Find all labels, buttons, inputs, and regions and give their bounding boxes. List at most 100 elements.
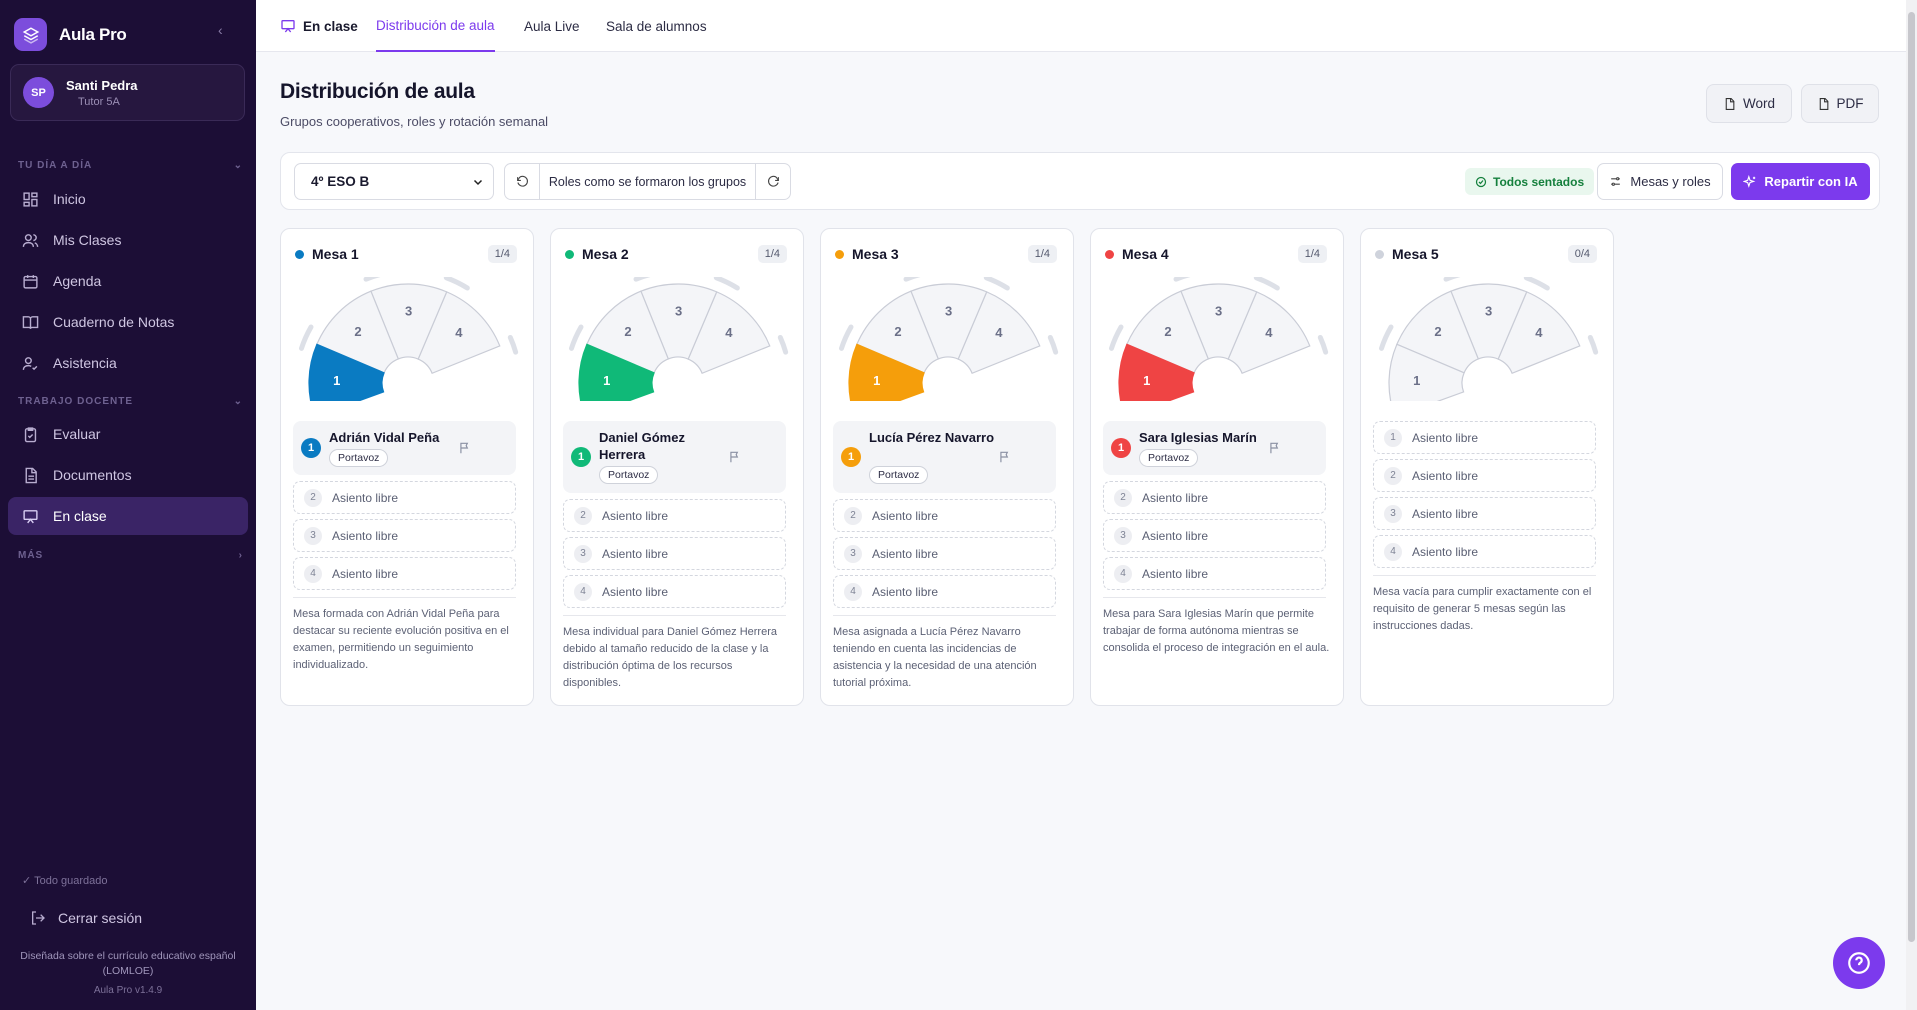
flag-icon[interactable]: [458, 441, 472, 460]
brand[interactable]: Aula Pro: [14, 18, 127, 51]
seat-1[interactable]: [1118, 343, 1195, 401]
sidebar-item-label: En clase: [53, 508, 107, 524]
user-card[interactable]: SP Santi Pedra Tutor 5A: [10, 64, 245, 121]
sidebar-item-en-clase[interactable]: En clase: [8, 497, 248, 535]
free-seat[interactable]: 2 Asiento libre: [833, 499, 1056, 532]
free-seat[interactable]: 4 Asiento libre: [563, 575, 786, 608]
seat-1[interactable]: [1388, 343, 1465, 401]
section-mas[interactable]: MÁS ›: [18, 550, 243, 561]
free-seat[interactable]: 3 Asiento libre: [293, 519, 516, 552]
free-seat-label: Asiento libre: [602, 584, 669, 599]
sidebar-item-agenda[interactable]: Agenda: [8, 262, 248, 300]
free-seat[interactable]: 3 Asiento libre: [1103, 519, 1326, 552]
free-seat-label: Asiento libre: [1412, 430, 1479, 445]
seat-number-badge: 4: [304, 564, 322, 583]
seat-3[interactable]: [370, 283, 448, 360]
roles-control: Roles como se formaron los grupos: [504, 163, 791, 200]
repartir-ia-button[interactable]: Repartir con IA: [1731, 163, 1870, 200]
grid-icon: [23, 191, 38, 207]
mesas-roles-button[interactable]: Mesas y roles: [1597, 163, 1723, 200]
student-name[interactable]: Lucía Pérez Navarro: [869, 430, 995, 445]
pdf-label: PDF: [1836, 96, 1864, 111]
table-diagram[interactable]: 4 3 2 1: [821, 277, 1075, 401]
mesa-description: Mesa para Sara Iglesias Marín que permit…: [1103, 608, 1330, 654]
seat-number-label: 2: [1164, 324, 1171, 339]
student-name[interactable]: Sara Iglesias Marín: [1139, 430, 1257, 445]
chair-mark: [1253, 277, 1280, 291]
seat-number-badge: 2: [1114, 488, 1132, 507]
seat-3[interactable]: [910, 283, 988, 360]
seat-3[interactable]: [1180, 283, 1258, 360]
section-label: MÁS: [18, 550, 44, 561]
flag-icon[interactable]: [998, 450, 1012, 469]
role-badge[interactable]: Portavoz: [329, 449, 389, 467]
section-trabajo-docente[interactable]: TRABAJO DOCENTE ⌄: [18, 396, 243, 407]
section-tu-dia[interactable]: TU DÍA A DÍA ⌄: [18, 160, 243, 171]
scrollbar[interactable]: [1906, 0, 1917, 1010]
seat-number-label: 2: [1434, 324, 1441, 339]
export-pdf-button[interactable]: PDF: [1801, 84, 1879, 123]
sidebar-item-inicio[interactable]: Inicio: [8, 180, 248, 218]
undo-button[interactable]: [505, 164, 540, 199]
table-diagram[interactable]: 4 3 2 1: [551, 277, 805, 401]
occupied-seat[interactable]: 1 Adrián Vidal Peña Portavoz: [293, 421, 516, 475]
roles-mode-label[interactable]: Roles como se formaron los grupos: [548, 174, 747, 189]
role-badge[interactable]: Portavoz: [599, 466, 659, 484]
tab-sala-alumnos[interactable]: Sala de alumnos: [606, 0, 707, 52]
free-seat[interactable]: 1 Asiento libre: [1373, 421, 1596, 454]
student-name[interactable]: Daniel Gómez Herrera: [599, 430, 685, 462]
free-seat[interactable]: 3 Asiento libre: [563, 537, 786, 570]
seat-number-badge: 1: [571, 447, 591, 467]
sidebar-item-mis-clases[interactable]: Mis Clases: [8, 221, 248, 259]
logout-button[interactable]: Cerrar sesión: [30, 910, 142, 926]
table-diagram[interactable]: 4 3 2 1: [1091, 277, 1345, 401]
seat-3[interactable]: [640, 283, 718, 360]
free-seat[interactable]: 3 Asiento libre: [1373, 497, 1596, 530]
tab-en-clase[interactable]: En clase: [280, 0, 358, 52]
seat-3[interactable]: [1450, 283, 1528, 360]
seat-1[interactable]: [578, 343, 655, 401]
table-diagram[interactable]: 4 3 2 1: [1361, 277, 1615, 401]
occupied-seat[interactable]: 1 Lucía Pérez Navarro Portavoz: [833, 421, 1056, 493]
chevron-down-icon: ⌄: [233, 396, 243, 407]
free-seat[interactable]: 2 Asiento libre: [1373, 459, 1596, 492]
help-button[interactable]: [1833, 937, 1885, 989]
free-seat[interactable]: 4 Asiento libre: [293, 557, 516, 590]
sidebar-item-documentos[interactable]: Documentos: [8, 456, 248, 494]
sidebar-item-evaluar[interactable]: Evaluar: [8, 415, 248, 453]
user-role: Tutor 5A: [78, 95, 120, 108]
mesa-header: Mesa 5: [1375, 246, 1439, 262]
refresh-button[interactable]: [755, 164, 790, 199]
mesa-color-dot: [835, 249, 844, 259]
occupied-seat[interactable]: 1 Daniel Gómez Herrera Portavoz: [563, 421, 786, 493]
free-seat[interactable]: 3 Asiento libre: [833, 537, 1056, 570]
sidebar-item-asistencia[interactable]: Asistencia: [8, 344, 248, 382]
seat-number-badge: 1: [1384, 428, 1402, 447]
sidebar-item-label: Agenda: [53, 273, 102, 289]
free-seat[interactable]: 2 Asiento libre: [293, 481, 516, 514]
occupied-seat[interactable]: 1 Sara Iglesias Marín Portavoz: [1103, 421, 1326, 475]
free-seat[interactable]: 4 Asiento libre: [833, 575, 1056, 608]
role-badge[interactable]: Portavoz: [869, 466, 929, 484]
student-name[interactable]: Adrián Vidal Peña: [329, 430, 440, 445]
monitor-icon: [23, 509, 38, 523]
role-badge[interactable]: Portavoz: [1139, 449, 1199, 467]
flag-icon[interactable]: [1268, 441, 1282, 460]
table-diagram[interactable]: 4 3 2 1: [281, 277, 535, 401]
chevron-left-icon[interactable]: ‹: [218, 22, 223, 38]
free-seat[interactable]: 2 Asiento libre: [563, 499, 786, 532]
save-status: ✓ Todo guardado: [22, 874, 107, 887]
tab-distribucion[interactable]: Distribución de aula: [376, 0, 495, 52]
free-seat[interactable]: 2 Asiento libre: [1103, 481, 1326, 514]
class-select[interactable]: 4º ESO B: [294, 163, 494, 200]
free-seat[interactable]: 4 Asiento libre: [1103, 557, 1326, 590]
export-word-button[interactable]: Word: [1706, 84, 1792, 123]
flag-icon[interactable]: [728, 450, 742, 469]
toolbar: 4º ESO B Roles como se formaron los grup…: [280, 152, 1880, 210]
scrollbar-thumb[interactable]: [1908, 12, 1915, 942]
free-seat[interactable]: 4 Asiento libre: [1373, 535, 1596, 568]
sidebar-item-cuaderno[interactable]: Cuaderno de Notas: [8, 303, 248, 341]
seat-1[interactable]: [848, 343, 925, 401]
seat-1[interactable]: [308, 343, 385, 401]
tab-aula-live[interactable]: Aula Live: [524, 0, 580, 52]
